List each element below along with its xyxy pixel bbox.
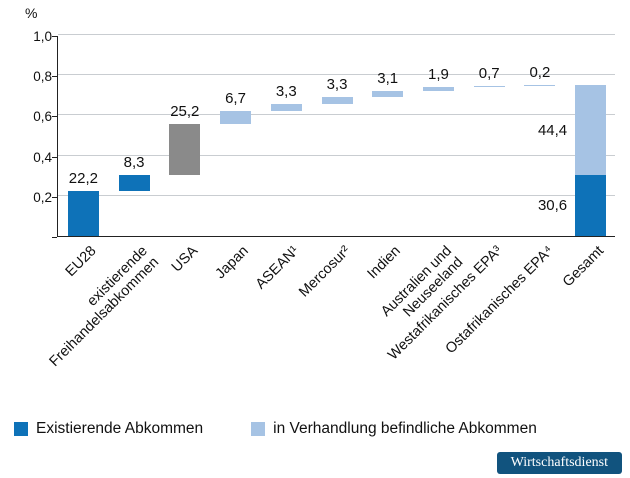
gridline [58,34,615,35]
value-label: 25,2 [170,103,200,121]
bar-segment-ASEAN¹ [270,103,302,111]
legend-item: Existierende Abkommen [14,420,203,438]
segment-value-label: 30,6 [537,197,568,215]
y-tick-label: 0,4 [33,149,52,165]
gridline [58,154,615,156]
x-axis-labels: EU28 existierende Freihandelsabkommen USA Ja… [46,243,615,413]
bar-segment-Japan [220,110,252,125]
legend-swatch-existing [14,422,28,436]
x-axis-label: Japan [213,243,252,282]
x-axis-label: Mercosur² [296,243,354,301]
x-axis-label-line: Indien [364,243,405,283]
bar-segment-USA [169,124,201,175]
x-axis-label-line: USA [168,243,202,276]
y-tick-label: 0,8 [33,69,52,85]
y-tick-mark [52,36,57,37]
x-axis-label-line: ASEAN¹ [253,243,303,293]
bar-segment-Gesamt [575,85,607,175]
x-axis-label-line: Gesamt [559,243,607,291]
value-label: 22,2 [68,170,98,188]
x-axis-label: USA [169,243,202,276]
plot-area: 22,2 8,3 25,2 6,7 3,3 3,3 3,1 1,9 0,7 0,2 30,6 44,4 [57,34,615,237]
wirtschaftsdienst-badge: Wirtschaftsdienst [496,452,622,474]
bar-segment-Indien [372,91,404,98]
value-label: 6,7 [225,89,246,107]
bar-segment-Ostafrikanisches EPA⁴ [524,84,556,86]
value-label: 0,2 [529,64,551,82]
y-tick-mark [52,237,57,238]
value-label: 3,1 [377,70,399,88]
y-tick-label: 1,0 [33,29,52,44]
legend: Existierende Abkommen in Verhandlung befi… [14,420,537,438]
legend-item: in Verhandlung befindliche Abkommen [251,420,537,438]
gridline [58,114,615,116]
y-tick-label: 0,6 [33,109,52,125]
x-axis-label: existierende Freihandelsabkommen [35,243,162,370]
y-tick-label: 0,2 [33,189,52,205]
y-axis-unit-label: % [25,5,38,21]
y-axis: 0,2 0,4 0,6 0,8 1,0 [12,29,52,237]
bar-segment-Westafrikanisches EPA³ [473,85,505,88]
bar-segment-Gesamt [575,174,607,236]
legend-label: in Verhandlung befindliche Abkommen [273,420,537,437]
x-axis-label: Gesamt [560,243,607,290]
bar-segment-Mercosur² [321,97,353,104]
value-label: 8,3 [123,153,145,171]
y-tick-mark [52,156,57,158]
value-label: 0,7 [478,64,500,82]
gridline [58,194,615,196]
bar-segment-Australien und Neuseeland [422,87,454,92]
x-axis-label: Indien [365,243,404,282]
y-tick-mark [52,76,57,78]
x-axis-label-line: Mercosur² [295,243,354,301]
gridline [58,74,615,76]
value-label: 1,9 [428,66,449,84]
legend-label: Existierende Abkommen [36,420,204,437]
legend-swatch-negotiation [251,422,266,436]
x-axis-label-line: Japan [212,243,252,283]
bar-segment-EU28 [67,191,99,236]
value-label: 3,3 [326,76,348,94]
segment-value-label: 44,4 [537,121,568,139]
x-axis-label: ASEAN¹ [253,243,303,293]
x-axis-label-line: Freihandelsabkommen [46,254,162,371]
y-tick-mark [52,196,57,198]
bar-segment-existierende Freihandelsabkommen [118,174,150,192]
y-tick-mark [52,116,57,118]
x-axis-label: EU28 [63,243,100,280]
x-axis-label-line: EU28 [62,243,100,280]
value-label: 3,3 [275,82,297,100]
